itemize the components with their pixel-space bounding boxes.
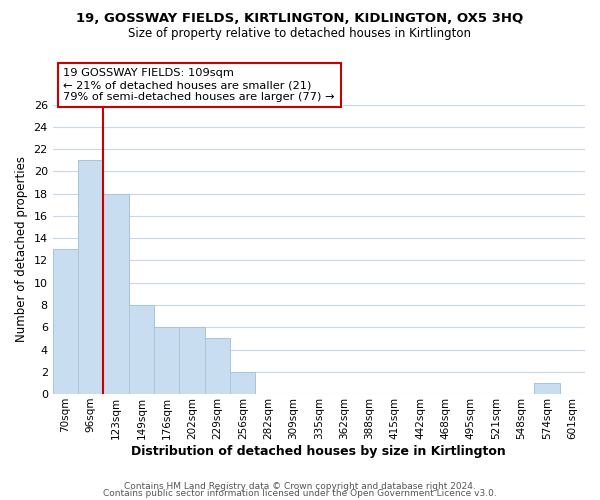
Bar [129, 305, 154, 394]
Text: Contains public sector information licensed under the Open Government Licence v3: Contains public sector information licen… [103, 488, 497, 498]
Bar [179, 327, 205, 394]
Text: Contains HM Land Registry data © Crown copyright and database right 2024.: Contains HM Land Registry data © Crown c… [124, 482, 476, 491]
Bar [78, 160, 103, 394]
Text: 19, GOSSWAY FIELDS, KIRTLINGTON, KIDLINGTON, OX5 3HQ: 19, GOSSWAY FIELDS, KIRTLINGTON, KIDLING… [76, 12, 524, 26]
Y-axis label: Number of detached properties: Number of detached properties [15, 156, 28, 342]
Bar [535, 383, 560, 394]
Bar [230, 372, 256, 394]
Text: 19 GOSSWAY FIELDS: 109sqm
← 21% of detached houses are smaller (21)
79% of semi-: 19 GOSSWAY FIELDS: 109sqm ← 21% of detac… [64, 68, 335, 102]
Bar [53, 250, 78, 394]
Bar [103, 194, 129, 394]
X-axis label: Distribution of detached houses by size in Kirtlington: Distribution of detached houses by size … [131, 444, 506, 458]
Bar [205, 338, 230, 394]
Bar [154, 327, 179, 394]
Text: Size of property relative to detached houses in Kirtlington: Size of property relative to detached ho… [128, 28, 472, 40]
